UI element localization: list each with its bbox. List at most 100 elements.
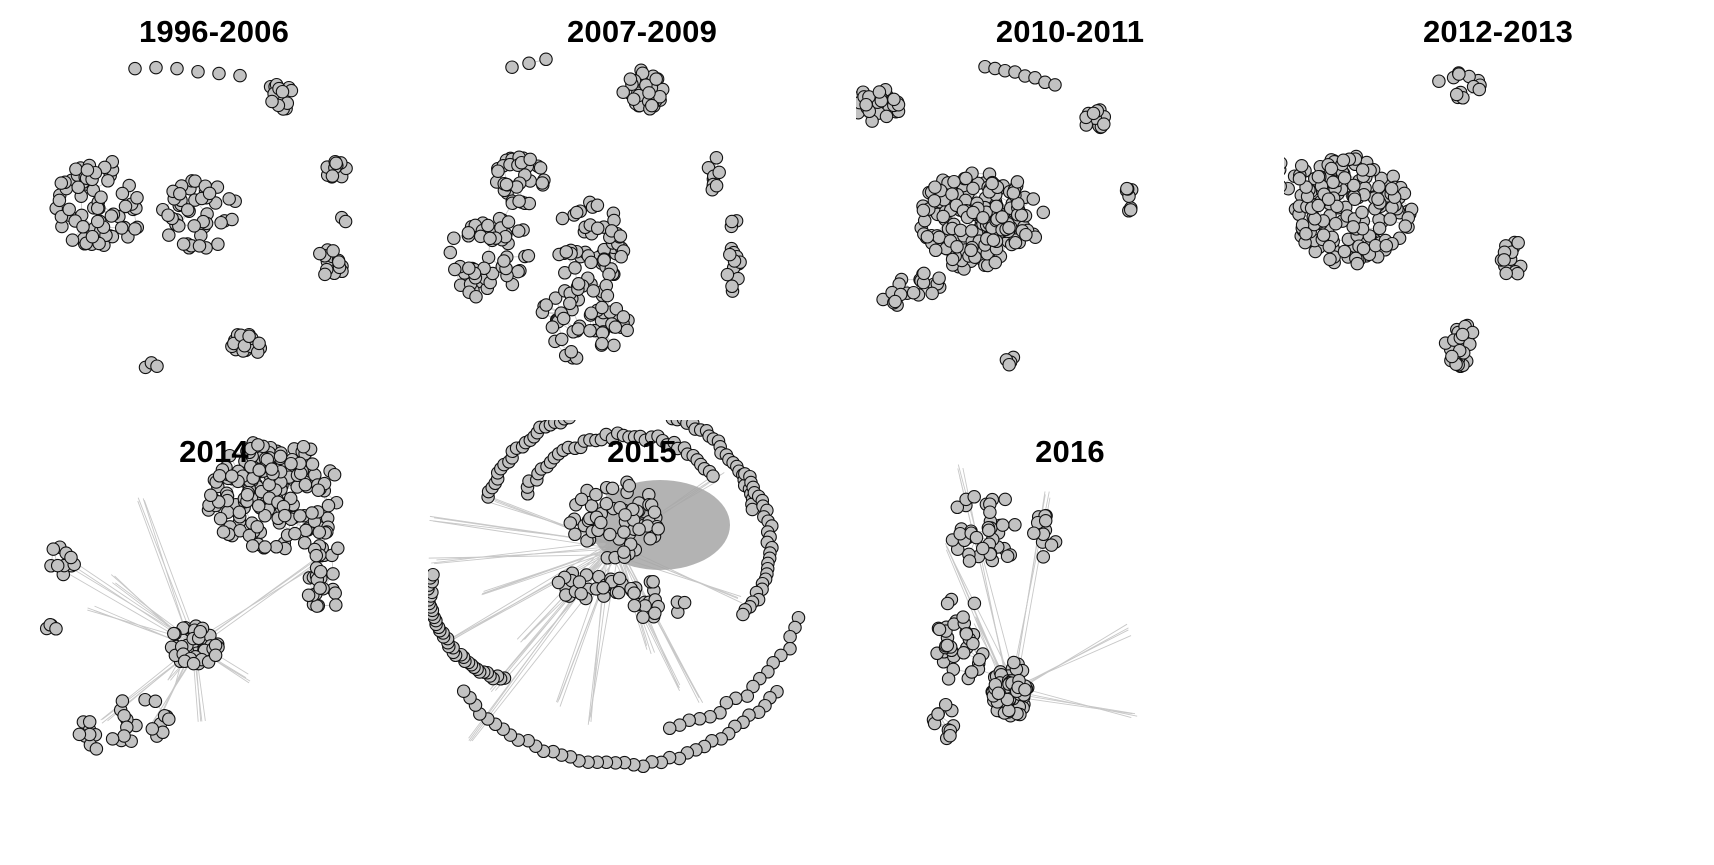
network-node bbox=[950, 240, 964, 254]
network-node bbox=[595, 336, 609, 351]
network-node bbox=[329, 156, 343, 171]
network-node bbox=[145, 722, 160, 736]
network-node bbox=[505, 60, 519, 74]
network-node bbox=[995, 210, 1009, 224]
network-node bbox=[535, 176, 550, 190]
network-node bbox=[1006, 186, 1021, 200]
network-node bbox=[491, 164, 505, 178]
panel-title: 2012-2013 bbox=[1422, 14, 1574, 49]
network-node bbox=[117, 709, 131, 723]
network-node bbox=[959, 171, 973, 186]
network-node bbox=[887, 92, 901, 107]
network-node bbox=[583, 323, 597, 338]
network-node bbox=[497, 254, 511, 268]
network-node bbox=[1497, 253, 1511, 267]
network-node bbox=[584, 255, 598, 270]
network-node bbox=[309, 548, 324, 563]
network-node bbox=[101, 174, 115, 188]
network-node bbox=[192, 239, 207, 253]
network-node bbox=[522, 56, 536, 71]
network-node bbox=[586, 284, 601, 298]
network-node bbox=[161, 208, 175, 222]
network-node bbox=[325, 169, 340, 183]
network-node bbox=[569, 205, 584, 220]
network-node bbox=[607, 338, 621, 353]
network-node bbox=[114, 221, 129, 235]
network-node bbox=[932, 230, 946, 245]
network-node bbox=[988, 255, 1003, 270]
network-node bbox=[222, 192, 236, 206]
network-node bbox=[1284, 180, 1287, 192]
network-node bbox=[284, 456, 298, 471]
network-node bbox=[288, 526, 302, 541]
network-node bbox=[1452, 67, 1466, 81]
network-node bbox=[623, 72, 638, 86]
network-node bbox=[117, 729, 131, 743]
network-node bbox=[332, 255, 346, 269]
network-node bbox=[945, 252, 960, 267]
network-node bbox=[555, 211, 570, 226]
network-node bbox=[162, 712, 176, 726]
network-node bbox=[76, 220, 90, 234]
network-node bbox=[709, 178, 724, 193]
network-node bbox=[932, 271, 946, 285]
network-node bbox=[1311, 169, 1326, 184]
network-node bbox=[626, 92, 641, 106]
network-node bbox=[214, 215, 228, 230]
network-node bbox=[1472, 82, 1487, 97]
network-node bbox=[945, 187, 959, 201]
network-node bbox=[614, 249, 628, 264]
network-panel-2007-2009: 2007-2009 bbox=[428, 0, 856, 420]
network-panel-1996-2006: 1996-2006 bbox=[0, 0, 428, 420]
network-node bbox=[313, 564, 328, 579]
network-node bbox=[906, 285, 921, 300]
network-edge bbox=[198, 561, 318, 647]
network-node bbox=[245, 539, 260, 553]
network-node bbox=[211, 237, 225, 251]
network-node bbox=[925, 286, 939, 301]
network-node bbox=[278, 508, 292, 523]
network-node bbox=[511, 224, 526, 238]
network-node bbox=[512, 194, 526, 208]
network-graph-2010-2011 bbox=[856, 59, 1139, 372]
network-node bbox=[1386, 169, 1400, 184]
network-node bbox=[584, 306, 599, 320]
network-node bbox=[1510, 266, 1525, 281]
network-node bbox=[965, 224, 979, 238]
network-node bbox=[301, 588, 316, 603]
network-node bbox=[709, 151, 724, 165]
network-node bbox=[115, 694, 130, 708]
network-node bbox=[150, 359, 164, 373]
network-node bbox=[620, 323, 634, 338]
network-node bbox=[208, 648, 223, 663]
network-graph-2015 bbox=[428, 420, 806, 774]
network-node bbox=[1324, 161, 1339, 176]
network-node bbox=[82, 715, 97, 729]
network-graph-1996-2006 bbox=[49, 60, 353, 375]
network-node bbox=[649, 72, 663, 86]
network-node bbox=[602, 267, 616, 282]
network-node bbox=[193, 624, 208, 639]
network-node bbox=[216, 525, 231, 539]
network-node bbox=[595, 300, 609, 315]
network-node bbox=[305, 506, 319, 520]
network-node bbox=[725, 214, 739, 229]
network-node bbox=[608, 320, 623, 334]
network-node bbox=[293, 509, 307, 523]
network-node bbox=[202, 186, 217, 201]
network-node bbox=[90, 201, 105, 216]
network-node bbox=[571, 277, 586, 291]
network-node bbox=[312, 525, 327, 539]
network-node bbox=[338, 214, 353, 229]
panel-title: 2007-2009 bbox=[566, 14, 718, 49]
network-panel-2010-2011: 2010-2011 bbox=[856, 0, 1284, 420]
network-node bbox=[590, 221, 605, 236]
network-node bbox=[462, 261, 476, 275]
network-node bbox=[90, 214, 105, 229]
network-node bbox=[311, 483, 326, 497]
network-node bbox=[240, 487, 255, 502]
network-node bbox=[186, 656, 201, 671]
network-node bbox=[545, 320, 560, 334]
network-node bbox=[483, 231, 497, 246]
